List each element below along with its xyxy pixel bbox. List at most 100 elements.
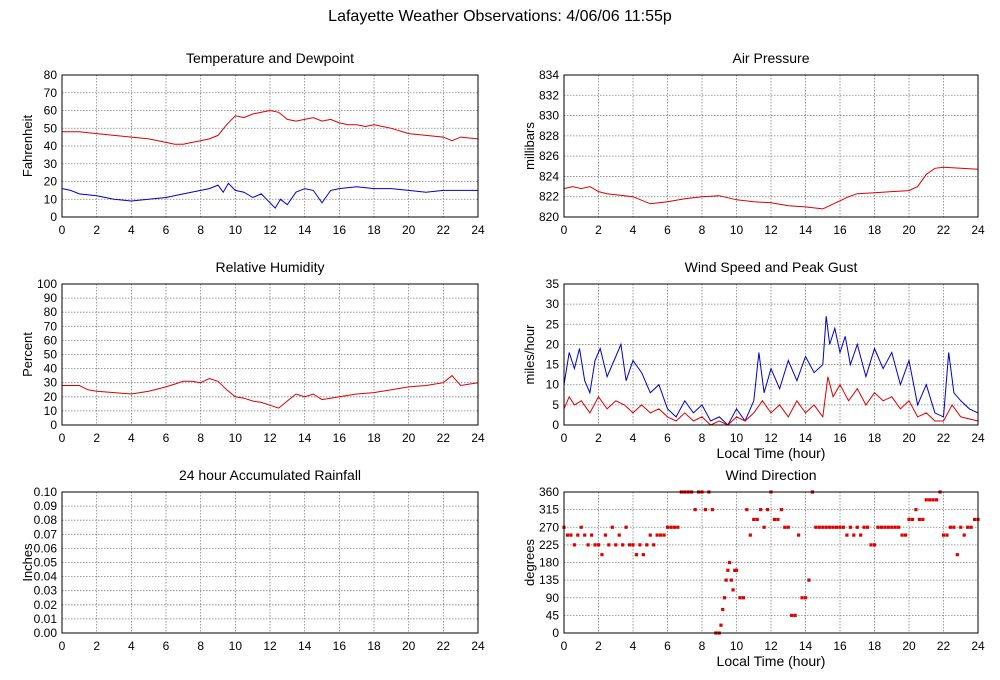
y-tick-label: 70 — [44, 319, 58, 333]
data-point — [676, 525, 680, 529]
y-axis-label: degrees — [522, 539, 537, 586]
x-tick-label: 8 — [197, 639, 204, 653]
y-tick-label: 820 — [539, 210, 559, 224]
data-point — [910, 517, 915, 522]
data-point — [572, 543, 576, 547]
y-axis-label: Inches — [20, 543, 35, 582]
data-point — [607, 543, 611, 547]
y-tick-label: 50 — [44, 121, 58, 135]
data-point — [655, 533, 659, 537]
data-point — [855, 525, 859, 529]
plot-frame — [563, 491, 979, 634]
chart-title: Air Pressure — [732, 50, 809, 66]
y-tick-label: 0.08 — [34, 513, 58, 527]
plot-frame — [61, 283, 479, 426]
x-tick-label: 22 — [937, 223, 951, 237]
x-tick-label: 22 — [437, 223, 451, 237]
y-tick-label: 80 — [44, 305, 58, 319]
data-point — [638, 543, 642, 547]
y-tick-label: 50 — [44, 348, 58, 362]
data-point — [596, 543, 601, 547]
x-tick-label: 2 — [595, 639, 602, 653]
x-tick-label: 4 — [128, 431, 135, 445]
data-point — [703, 508, 708, 512]
x-tick-label: 10 — [229, 639, 243, 653]
data-point — [807, 578, 811, 582]
data-point — [669, 525, 673, 529]
x-tick-label: 12 — [263, 639, 277, 653]
chart-temperature-and-dewpoint: 0 2 4 6 8 10 12 14 16 18 20 22 2401020304050607080Te… — [20, 50, 485, 237]
data-point — [948, 525, 952, 529]
data-point — [962, 533, 966, 537]
data-point — [817, 525, 821, 529]
y-tick-label: 0.09 — [34, 499, 58, 513]
x-tick-label: 12 — [764, 223, 778, 237]
chart-title: Wind Speed and Peak Gust — [685, 259, 858, 275]
y-tick-label: 10 — [44, 192, 58, 206]
data-point — [800, 596, 804, 600]
x-tick-label: 24 — [471, 431, 485, 445]
x-tick-label: 18 — [868, 431, 882, 445]
data-point — [710, 508, 714, 512]
x-tick-label: 24 — [471, 223, 485, 237]
data-point — [786, 525, 790, 529]
x-tick-label: 8 — [699, 639, 706, 653]
y-tick-label: 0.01 — [34, 612, 58, 626]
x-tick-label: 0 — [561, 431, 568, 445]
x-tick-label: 4 — [128, 223, 135, 237]
y-tick-label: 100 — [37, 277, 57, 291]
y-tick-label: 0.05 — [34, 556, 58, 570]
x-tick-label: 18 — [367, 431, 381, 445]
y-axis-label: Percent — [20, 332, 35, 377]
data-point — [624, 525, 628, 529]
series-line — [61, 182, 478, 209]
x-tick-label: 16 — [333, 639, 347, 653]
data-point — [834, 525, 839, 529]
chart-title: Relative Humidity — [216, 259, 325, 275]
data-point — [579, 525, 583, 529]
data-point — [831, 525, 835, 529]
x-tick-label: 6 — [664, 639, 671, 653]
y-tick-label: 60 — [44, 333, 58, 347]
y-tick-label: 25 — [546, 317, 560, 331]
x-tick-label: 8 — [699, 223, 706, 237]
data-point — [952, 525, 956, 529]
y-tick-label: 15 — [546, 358, 560, 372]
data-point — [886, 525, 890, 529]
data-point — [745, 508, 749, 512]
data-point — [765, 508, 770, 512]
y-tick-label: 270 — [539, 520, 559, 534]
y-tick-label: 90 — [44, 291, 58, 305]
chart-wind-direction: 0 2 4 6 8 10 12 14 16 18 20 22 240459013518022527031… — [522, 467, 985, 669]
data-point — [724, 578, 728, 582]
data-point — [583, 533, 587, 537]
data-point — [872, 543, 877, 547]
plot-frame — [563, 283, 979, 426]
data-point — [759, 508, 763, 512]
data-point — [890, 525, 894, 529]
x-tick-label: 14 — [298, 431, 312, 445]
data-point — [772, 517, 777, 522]
plot-frame — [61, 74, 479, 218]
y-tick-label: 0 — [552, 418, 559, 432]
data-point — [959, 525, 963, 529]
y-tick-label: 20 — [44, 390, 58, 404]
x-tick-label: 16 — [833, 223, 847, 237]
x-tick-label: 8 — [197, 431, 204, 445]
data-point — [790, 613, 794, 617]
y-tick-label: 180 — [539, 556, 559, 570]
data-point — [662, 533, 666, 537]
data-point — [972, 517, 977, 522]
x-tick-label: 4 — [630, 223, 637, 237]
x-tick-label: 6 — [664, 431, 671, 445]
data-point — [928, 498, 932, 502]
x-tick-label: 0 — [561, 639, 568, 653]
x-tick-label: 4 — [630, 639, 637, 653]
data-point — [941, 533, 946, 537]
y-tick-label: 0.03 — [34, 584, 58, 598]
y-tick-label: 30 — [44, 376, 58, 390]
chart-air-pressure: 0 2 4 6 8 10 12 14 16 18 20 22 248208228248268288308… — [522, 50, 985, 237]
data-point — [838, 525, 842, 529]
data-point — [793, 613, 797, 617]
